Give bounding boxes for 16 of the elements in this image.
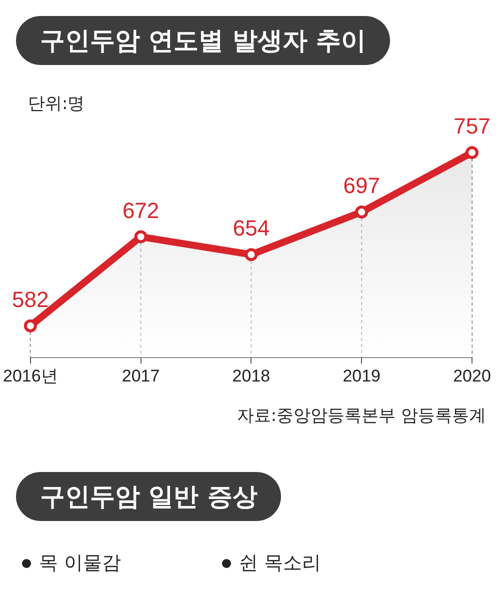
data-label: 697 [343, 173, 380, 198]
chart-title: 구인두암 연도별 발생자 추이 [16, 16, 390, 65]
x-tick-label: 2016년 [2, 366, 58, 386]
data-label: 654 [232, 216, 270, 241]
annotation: 자료:중앙암등록본부 암등록통계 [236, 405, 486, 427]
data-label: 672 [122, 198, 160, 223]
y-axis-title: 단위:명 [28, 93, 85, 115]
x-tick-label: 2017 [122, 366, 160, 386]
x-tick-label: 2020 [453, 366, 491, 386]
annotation: 목 이물감 [39, 551, 122, 576]
text: 구인두암 일반 증상 [16, 472, 282, 521]
x-tick-label: 2018 [232, 366, 270, 386]
data-label: 582 [12, 286, 49, 312]
x-tick-label: 2019 [342, 366, 381, 386]
annotation: 쉰 목소리 [239, 551, 322, 576]
data-label: 757 [454, 114, 490, 139]
